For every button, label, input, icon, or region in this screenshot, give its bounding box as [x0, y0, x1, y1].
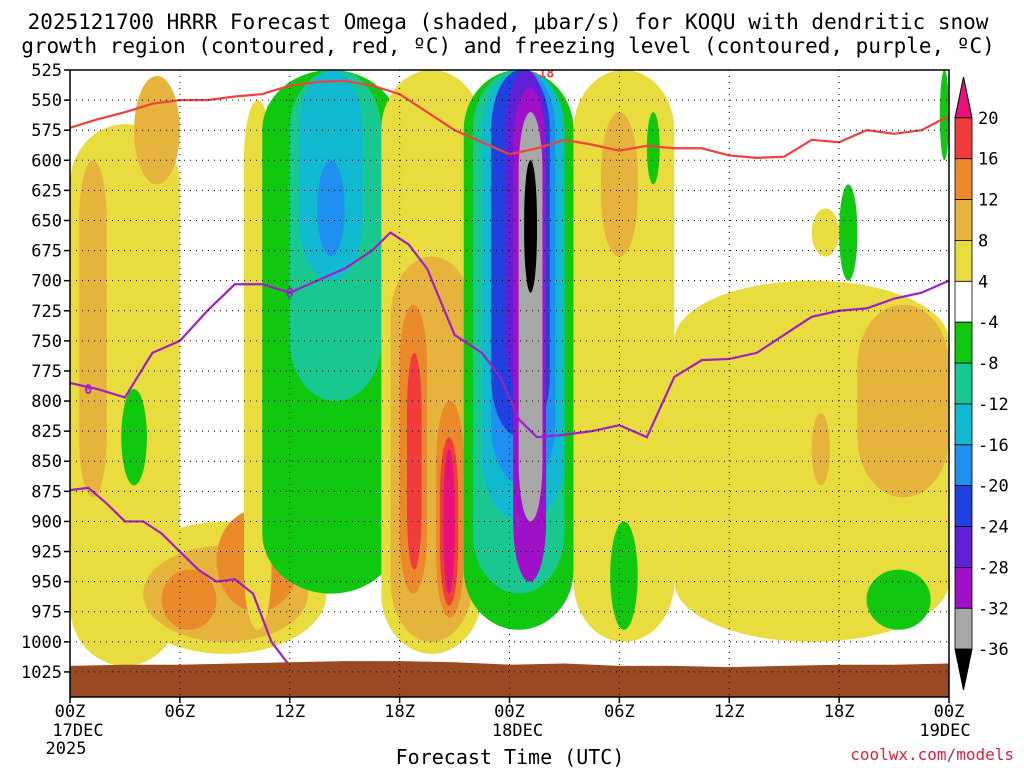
colorbar-label: -32 — [978, 599, 1009, 619]
y-tick-label: 700 — [31, 272, 62, 292]
x-axis-label: Forecast Time (UTC) — [396, 745, 625, 768]
chart-title: 2025121700 HRRR Forecast Omega (shaded, … — [21, 10, 995, 58]
omega-cell — [610, 521, 638, 630]
x-date-label: 19DEC — [919, 721, 970, 741]
colorbar-label: -24 — [978, 518, 1009, 538]
title-line-2: growth region (contoured, red, ºC) and f… — [21, 34, 995, 58]
x-tick-label: 00Z — [934, 702, 965, 722]
y-tick-label: 825 — [31, 422, 62, 442]
colorbar-bin — [954, 485, 973, 527]
colorbar-label: -36 — [978, 640, 1009, 660]
colorbar-label: -4 — [978, 313, 998, 333]
contour-label: 0 — [84, 383, 92, 398]
colorbar-bin — [954, 158, 973, 201]
colorbar-bin — [954, 321, 973, 364]
y-tick-label: 575 — [31, 121, 62, 141]
omega-cell — [866, 569, 931, 630]
omega-cell — [857, 304, 949, 498]
x-year-label: 2025 — [46, 739, 87, 759]
x-tick-label: 18Z — [384, 702, 415, 722]
x-tick-label: 06Z — [165, 702, 196, 722]
omega-cell — [161, 569, 217, 630]
omega-cell — [573, 70, 675, 642]
colorbar-label: -8 — [978, 354, 998, 374]
colorbar-bin — [954, 444, 973, 487]
y-tick-label: 750 — [31, 332, 62, 352]
colorbar-label: -28 — [978, 558, 1009, 578]
colorbar-cap-top — [954, 76, 973, 119]
y-tick-label: 650 — [31, 211, 62, 231]
colorbar-bin — [954, 403, 973, 446]
credit-text: coolwx.com/models — [850, 745, 1014, 764]
colorbar-bin — [954, 240, 973, 282]
contour-label: -18 — [531, 66, 555, 81]
omega-cell — [524, 160, 537, 293]
omega-cell — [811, 413, 830, 486]
colorbar-label: -16 — [978, 436, 1009, 456]
colorbar-label: 12 — [978, 191, 998, 211]
omega-cell — [939, 70, 949, 161]
y-tick-label: 850 — [31, 452, 62, 472]
x-tick-label: 12Z — [714, 702, 745, 722]
x-date-label: 18DEC — [492, 721, 543, 741]
x-date-label: 17DEC — [52, 721, 103, 741]
colorbar-bin — [954, 117, 973, 160]
omega-cell — [747, 389, 803, 498]
colorbar-label: -20 — [978, 477, 1009, 497]
y-tick-label: 775 — [31, 362, 62, 382]
colorbar-label: 8 — [978, 231, 988, 251]
ground-fill — [70, 661, 949, 697]
y-tick-label: 600 — [31, 151, 62, 171]
omega-cell — [79, 160, 107, 498]
omega-cell — [839, 184, 858, 281]
y-tick-label: 550 — [31, 91, 62, 111]
colorbar-bin — [954, 526, 973, 568]
omega-cell — [443, 449, 455, 594]
omega-cell — [121, 389, 147, 486]
omega-cell — [134, 76, 180, 185]
ground-surface — [70, 661, 949, 697]
omega-cell — [406, 352, 422, 570]
colorbar-bin — [954, 607, 973, 650]
y-tick-label: 900 — [31, 512, 62, 532]
y-tick-label: 525 — [31, 61, 62, 81]
colorbar: 20 16 12 8 4 -4 -8 -12 -16 -20 -24 -28 -32 -36 — [954, 76, 1009, 691]
omega-cell — [317, 160, 345, 257]
y-tick-label: 875 — [31, 482, 62, 502]
colorbar-bin — [954, 362, 973, 405]
y-tick-label: 975 — [31, 603, 62, 623]
y-tick-label: 675 — [31, 242, 62, 262]
y-tick-label: 950 — [31, 573, 62, 593]
pressure-axis: 525 550 575 600 625 650 675 700 725 750 775 800 825 8… — [21, 61, 70, 683]
y-tick-label: 625 — [31, 181, 62, 201]
colorbar-label: 20 — [978, 109, 998, 129]
y-tick-label: 1025 — [21, 663, 62, 683]
colorbar-bin — [954, 280, 973, 323]
contour-label: 0 — [515, 515, 523, 530]
y-tick-label: 725 — [31, 302, 62, 322]
omega-shaded-field — [70, 70, 949, 666]
omega-cell — [811, 208, 840, 257]
x-tick-label: 12Z — [274, 702, 305, 722]
colorbar-bin — [954, 567, 973, 609]
colorbar-cap-bottom — [954, 648, 973, 691]
x-tick-label: 00Z — [55, 702, 86, 722]
colorbar-label: 4 — [978, 272, 988, 292]
x-tick-label: 00Z — [494, 702, 525, 722]
colorbar-bin — [954, 199, 973, 241]
colorbar-label: -12 — [978, 395, 1009, 415]
contour-line — [70, 486, 291, 667]
x-tick-label: 06Z — [604, 702, 635, 722]
colorbar-label: 16 — [978, 150, 998, 170]
contour-line — [70, 231, 949, 439]
y-tick-label: 1000 — [21, 633, 62, 653]
y-tick-label: 925 — [31, 543, 62, 563]
y-tick-label: 800 — [31, 392, 62, 412]
x-tick-label: 18Z — [824, 702, 855, 722]
contour-label: 0 — [286, 287, 294, 302]
title-line-1: 2025121700 HRRR Forecast Omega (shaded, … — [28, 10, 989, 34]
omega-cell — [646, 112, 660, 185]
